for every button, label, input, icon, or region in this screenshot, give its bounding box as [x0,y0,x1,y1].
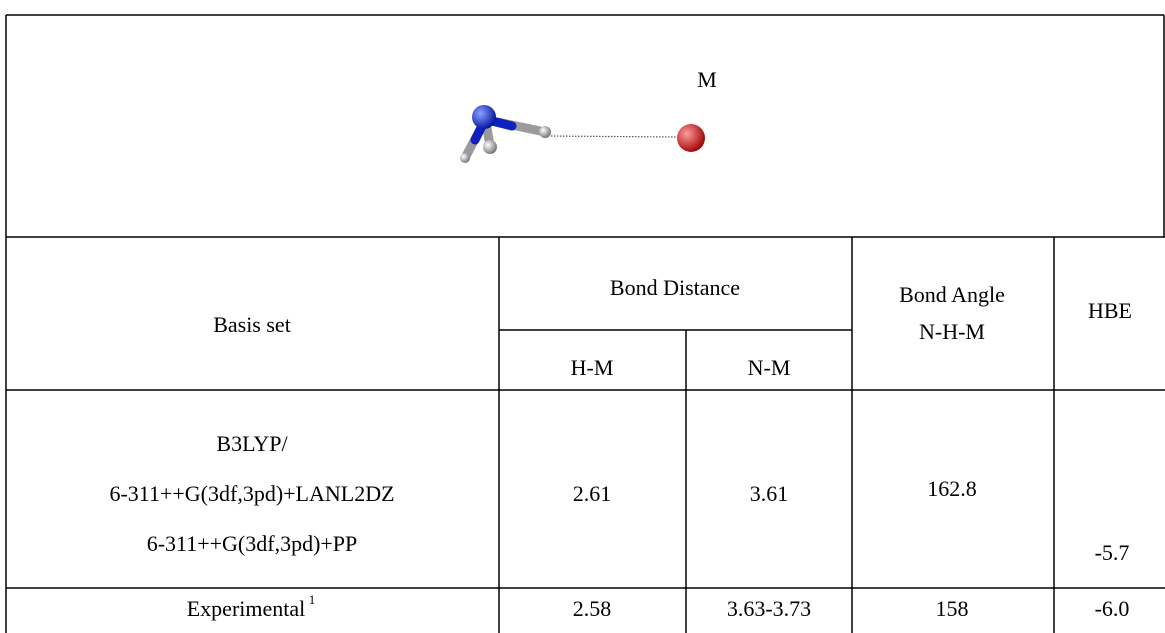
cell: 6-311++G(3df,3pd)+PP [147,531,358,556]
hydrogen-atom [539,126,551,138]
cell: 2.61 [573,481,612,506]
cell: 2.58 [573,596,612,621]
cell: 3.63-3.73 [727,596,811,621]
header-cell: N-H-M [919,319,985,344]
nitrogen-atom [472,105,496,129]
header-cell: HBE [1088,298,1132,323]
header-cell: H-M [571,355,614,380]
cell: Experimental [187,596,306,621]
header-cell: Bond Distance [610,275,740,300]
cell: 6-311++G(3df,3pd)+LANL2DZ [109,481,394,506]
header-cell: Bond Angle [899,282,1005,307]
cell: B3LYP/ [216,431,288,456]
cell: 162.8 [927,476,977,501]
cell: 3.61 [750,481,789,506]
hydrogen-atom [460,153,470,163]
cell: -6.0 [1095,596,1130,621]
header-cell: Basis set [213,312,291,337]
cell: -5.7 [1095,540,1130,565]
cell: 158 [936,596,969,621]
hydrogen-atom [483,140,497,154]
superscript: 1 [309,592,316,607]
metal-atom [677,124,705,152]
header-cell: N-M [748,355,791,380]
page: M Basis set Bond Distance H-M N-M Bond A… [0,0,1165,633]
atom-label: M [697,67,717,92]
